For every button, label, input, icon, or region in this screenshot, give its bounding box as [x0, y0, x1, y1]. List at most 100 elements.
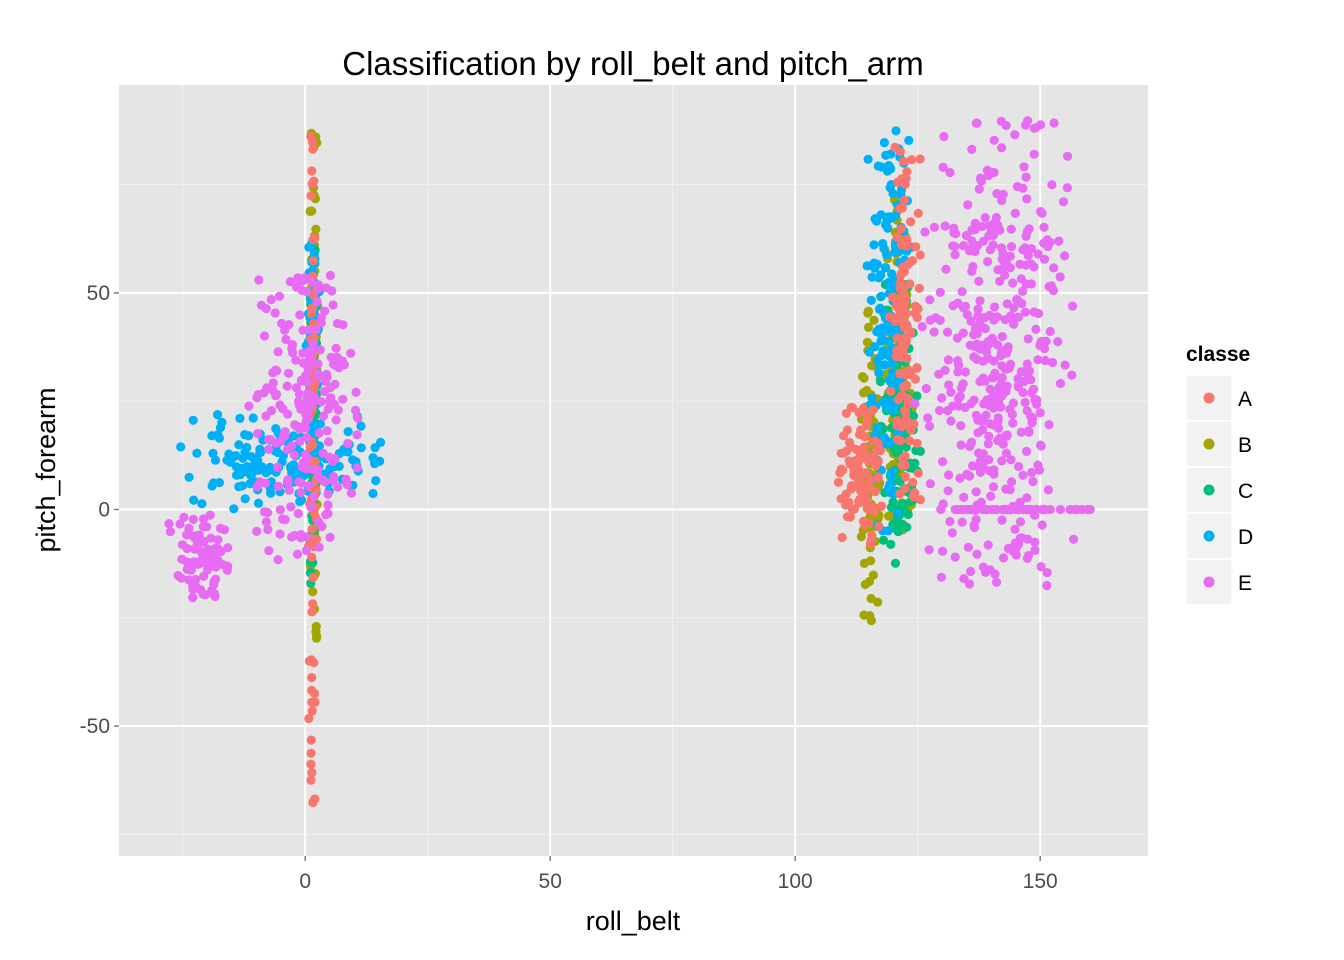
point-A	[308, 599, 318, 609]
point-E	[989, 315, 999, 325]
point-E	[320, 477, 330, 487]
point-E	[967, 266, 977, 276]
point-D	[886, 149, 896, 159]
point-E	[304, 346, 314, 356]
point-E	[967, 437, 977, 447]
point-E	[1024, 224, 1034, 234]
point-E	[197, 555, 207, 565]
point-E	[1013, 382, 1024, 392]
point-E	[289, 450, 300, 460]
point-E	[1018, 367, 1028, 377]
point-E	[223, 543, 233, 553]
point-E	[944, 470, 954, 480]
point-E	[925, 295, 935, 305]
point-A	[897, 422, 907, 432]
point-E	[1023, 251, 1033, 261]
point-A	[913, 208, 923, 218]
point-A	[903, 399, 913, 409]
point-E	[184, 575, 194, 585]
point-C	[890, 558, 901, 568]
point-A	[306, 735, 316, 745]
point-D	[176, 442, 186, 452]
point-B	[311, 633, 322, 643]
point-A	[892, 232, 902, 242]
point-D	[875, 303, 885, 313]
point-E	[1009, 319, 1019, 329]
point-E	[1005, 485, 1015, 495]
point-E	[975, 415, 985, 425]
point-E	[313, 372, 324, 382]
point-E	[973, 304, 983, 314]
point-B	[859, 558, 870, 569]
point-C	[908, 411, 919, 421]
point-A	[310, 794, 320, 804]
point-E	[1021, 172, 1031, 182]
point-A	[307, 673, 317, 683]
point-D	[229, 504, 239, 514]
point-E	[1014, 461, 1024, 472]
point-E	[993, 265, 1003, 275]
point-E	[944, 380, 954, 390]
point-D	[234, 482, 244, 492]
point-E	[320, 306, 330, 316]
point-E	[325, 452, 335, 462]
point-E	[950, 250, 960, 260]
point-E	[291, 355, 301, 365]
point-A	[852, 482, 863, 492]
point-E	[268, 378, 278, 388]
point-E	[1044, 420, 1054, 430]
point-E	[1049, 118, 1059, 128]
point-E	[997, 195, 1007, 206]
point-E	[986, 491, 996, 501]
point-E	[281, 334, 291, 345]
point-E	[974, 448, 984, 458]
point-E	[989, 302, 1000, 312]
point-E	[327, 286, 337, 296]
point-E	[271, 389, 282, 399]
point-E	[282, 381, 292, 391]
point-E	[346, 348, 356, 358]
point-E	[1022, 194, 1032, 204]
point-A	[856, 454, 866, 464]
point-E	[302, 432, 312, 443]
point-A	[308, 235, 318, 245]
point-E	[295, 310, 305, 320]
point-E	[948, 401, 958, 411]
point-D	[368, 453, 378, 463]
point-D	[207, 431, 217, 441]
point-E	[1006, 311, 1016, 321]
point-E	[188, 593, 198, 603]
point-D	[878, 397, 889, 407]
y-axis-title: pitch_forearm	[31, 387, 61, 552]
point-E	[323, 489, 333, 499]
point-E	[1045, 504, 1055, 515]
point-E	[331, 343, 341, 353]
point-E	[1039, 254, 1050, 264]
point-D	[192, 448, 202, 458]
point-A	[900, 451, 910, 461]
point-E	[1065, 504, 1075, 515]
point-E	[950, 504, 960, 515]
x-axis-ticks: 0 50 100 150	[299, 856, 1058, 893]
point-E	[992, 577, 1002, 587]
point-E	[1023, 534, 1033, 544]
point-E	[1047, 357, 1058, 368]
point-E	[1018, 286, 1028, 296]
point-A	[896, 315, 907, 325]
point-A	[845, 512, 856, 522]
point-E	[198, 522, 208, 532]
point-D	[881, 439, 892, 449]
point-E	[175, 519, 185, 529]
point-E	[950, 552, 960, 562]
point-E	[1001, 448, 1012, 458]
point-B	[863, 308, 873, 318]
chart-title: Classification by roll_belt and pitch_ar…	[342, 45, 923, 82]
point-A	[855, 494, 865, 504]
y-tick-label: 0	[98, 498, 110, 521]
point-D	[235, 413, 245, 423]
point-A	[896, 224, 906, 234]
point-E	[318, 411, 328, 421]
point-E	[206, 533, 216, 543]
point-A	[841, 500, 851, 510]
